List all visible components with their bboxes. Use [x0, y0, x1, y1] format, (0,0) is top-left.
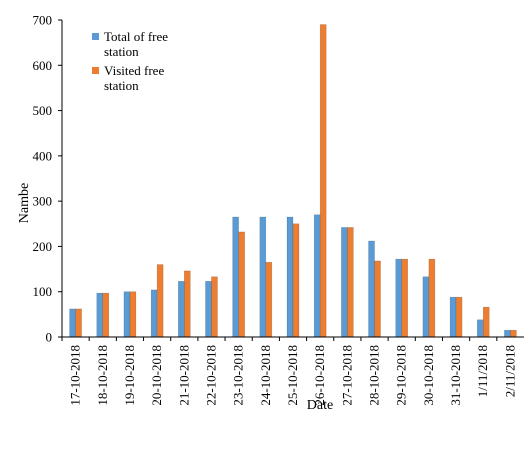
bar-visited: [455, 296, 463, 338]
bar-visited: [347, 227, 354, 338]
bar-total: [232, 216, 239, 338]
legend-label-visited-line1: Visited free: [104, 63, 164, 78]
bar-total: [205, 281, 212, 338]
y-tick-label: 700: [33, 13, 53, 28]
x-tick-label: 30-10-2018: [421, 345, 436, 406]
bar-visited: [75, 308, 82, 338]
bar-visited: [129, 291, 137, 338]
x-tick-label: 31-10-2018: [448, 345, 463, 406]
legend: Total of free station Visited free stati…: [92, 29, 168, 93]
bar-total: [395, 258, 402, 338]
bar-total: [449, 296, 457, 338]
bar-total: [259, 216, 267, 338]
y-tick-label: 400: [33, 148, 53, 163]
bar-total: [341, 227, 348, 338]
y-axis-title: Nambe: [17, 183, 32, 223]
bar-visited: [265, 262, 273, 338]
axes-layer: [58, 19, 524, 341]
labels-layer: 0 100 200 300 400 500 600 700 17-10-2018 18-10-20…: [33, 13, 518, 406]
y-tick-label: 100: [33, 284, 53, 299]
x-tick-label: 20-10-2018: [149, 345, 164, 406]
bar-visited: [374, 260, 381, 338]
bar-visited: [156, 264, 164, 338]
y-tick-label: 600: [33, 58, 53, 73]
x-tick-label: 17-10-2018: [68, 345, 83, 406]
bar-total: [286, 216, 294, 338]
bar-total: [123, 291, 131, 338]
bar-visited: [238, 231, 245, 338]
bar-total: [476, 319, 484, 338]
bar-total: [69, 308, 76, 338]
legend-label-visited-line2: station: [104, 78, 139, 93]
bar-total: [313, 214, 321, 338]
x-tick-label: 28-10-2018: [367, 345, 382, 406]
x-tick-label: 2/11/2018: [502, 345, 517, 397]
bar-total: [150, 289, 158, 338]
legend-swatch-total: [92, 33, 99, 40]
bars-layer: [69, 24, 517, 338]
x-tick-label: 25-10-2018: [285, 345, 300, 406]
x-tick-label: 26-10-2018: [312, 345, 327, 406]
x-tick-label: 19-10-2018: [122, 345, 137, 406]
bar-visited: [292, 223, 300, 338]
bar-visited: [428, 258, 436, 338]
bar-visited: [184, 270, 191, 338]
legend-label-total-line2: station: [104, 44, 139, 59]
x-tick-label: 21-10-2018: [176, 345, 191, 406]
bar-total: [504, 329, 511, 338]
bar-visited: [102, 292, 110, 338]
y-tick-label: 500: [33, 103, 53, 118]
y-tick-label: 200: [33, 239, 53, 254]
x-tick-label: 18-10-2018: [95, 345, 110, 406]
bar-total: [368, 240, 375, 338]
legend-label-total-line1: Total of free: [104, 29, 168, 44]
y-tick-label: 0: [46, 330, 53, 345]
x-tick-label: 27-10-2018: [339, 345, 354, 406]
x-tick-label: 23-10-2018: [231, 345, 246, 406]
x-tick-label: 29-10-2018: [394, 345, 409, 406]
bar-visited: [401, 258, 408, 338]
legend-swatch-visited: [92, 67, 99, 74]
x-axis-title: Date: [307, 398, 333, 413]
bar-total: [422, 276, 430, 338]
x-tick-label: 22-10-2018: [203, 345, 218, 406]
y-tick-label: 300: [33, 194, 53, 209]
x-tick-label: 1/11/2018: [475, 345, 490, 397]
bar-visited: [319, 24, 327, 338]
x-tick-label: 24-10-2018: [258, 345, 273, 406]
bar-total: [178, 281, 185, 338]
bar-visited: [482, 306, 490, 338]
bar-visited: [510, 329, 517, 338]
bar-visited: [211, 276, 218, 338]
bar-total: [96, 292, 104, 338]
